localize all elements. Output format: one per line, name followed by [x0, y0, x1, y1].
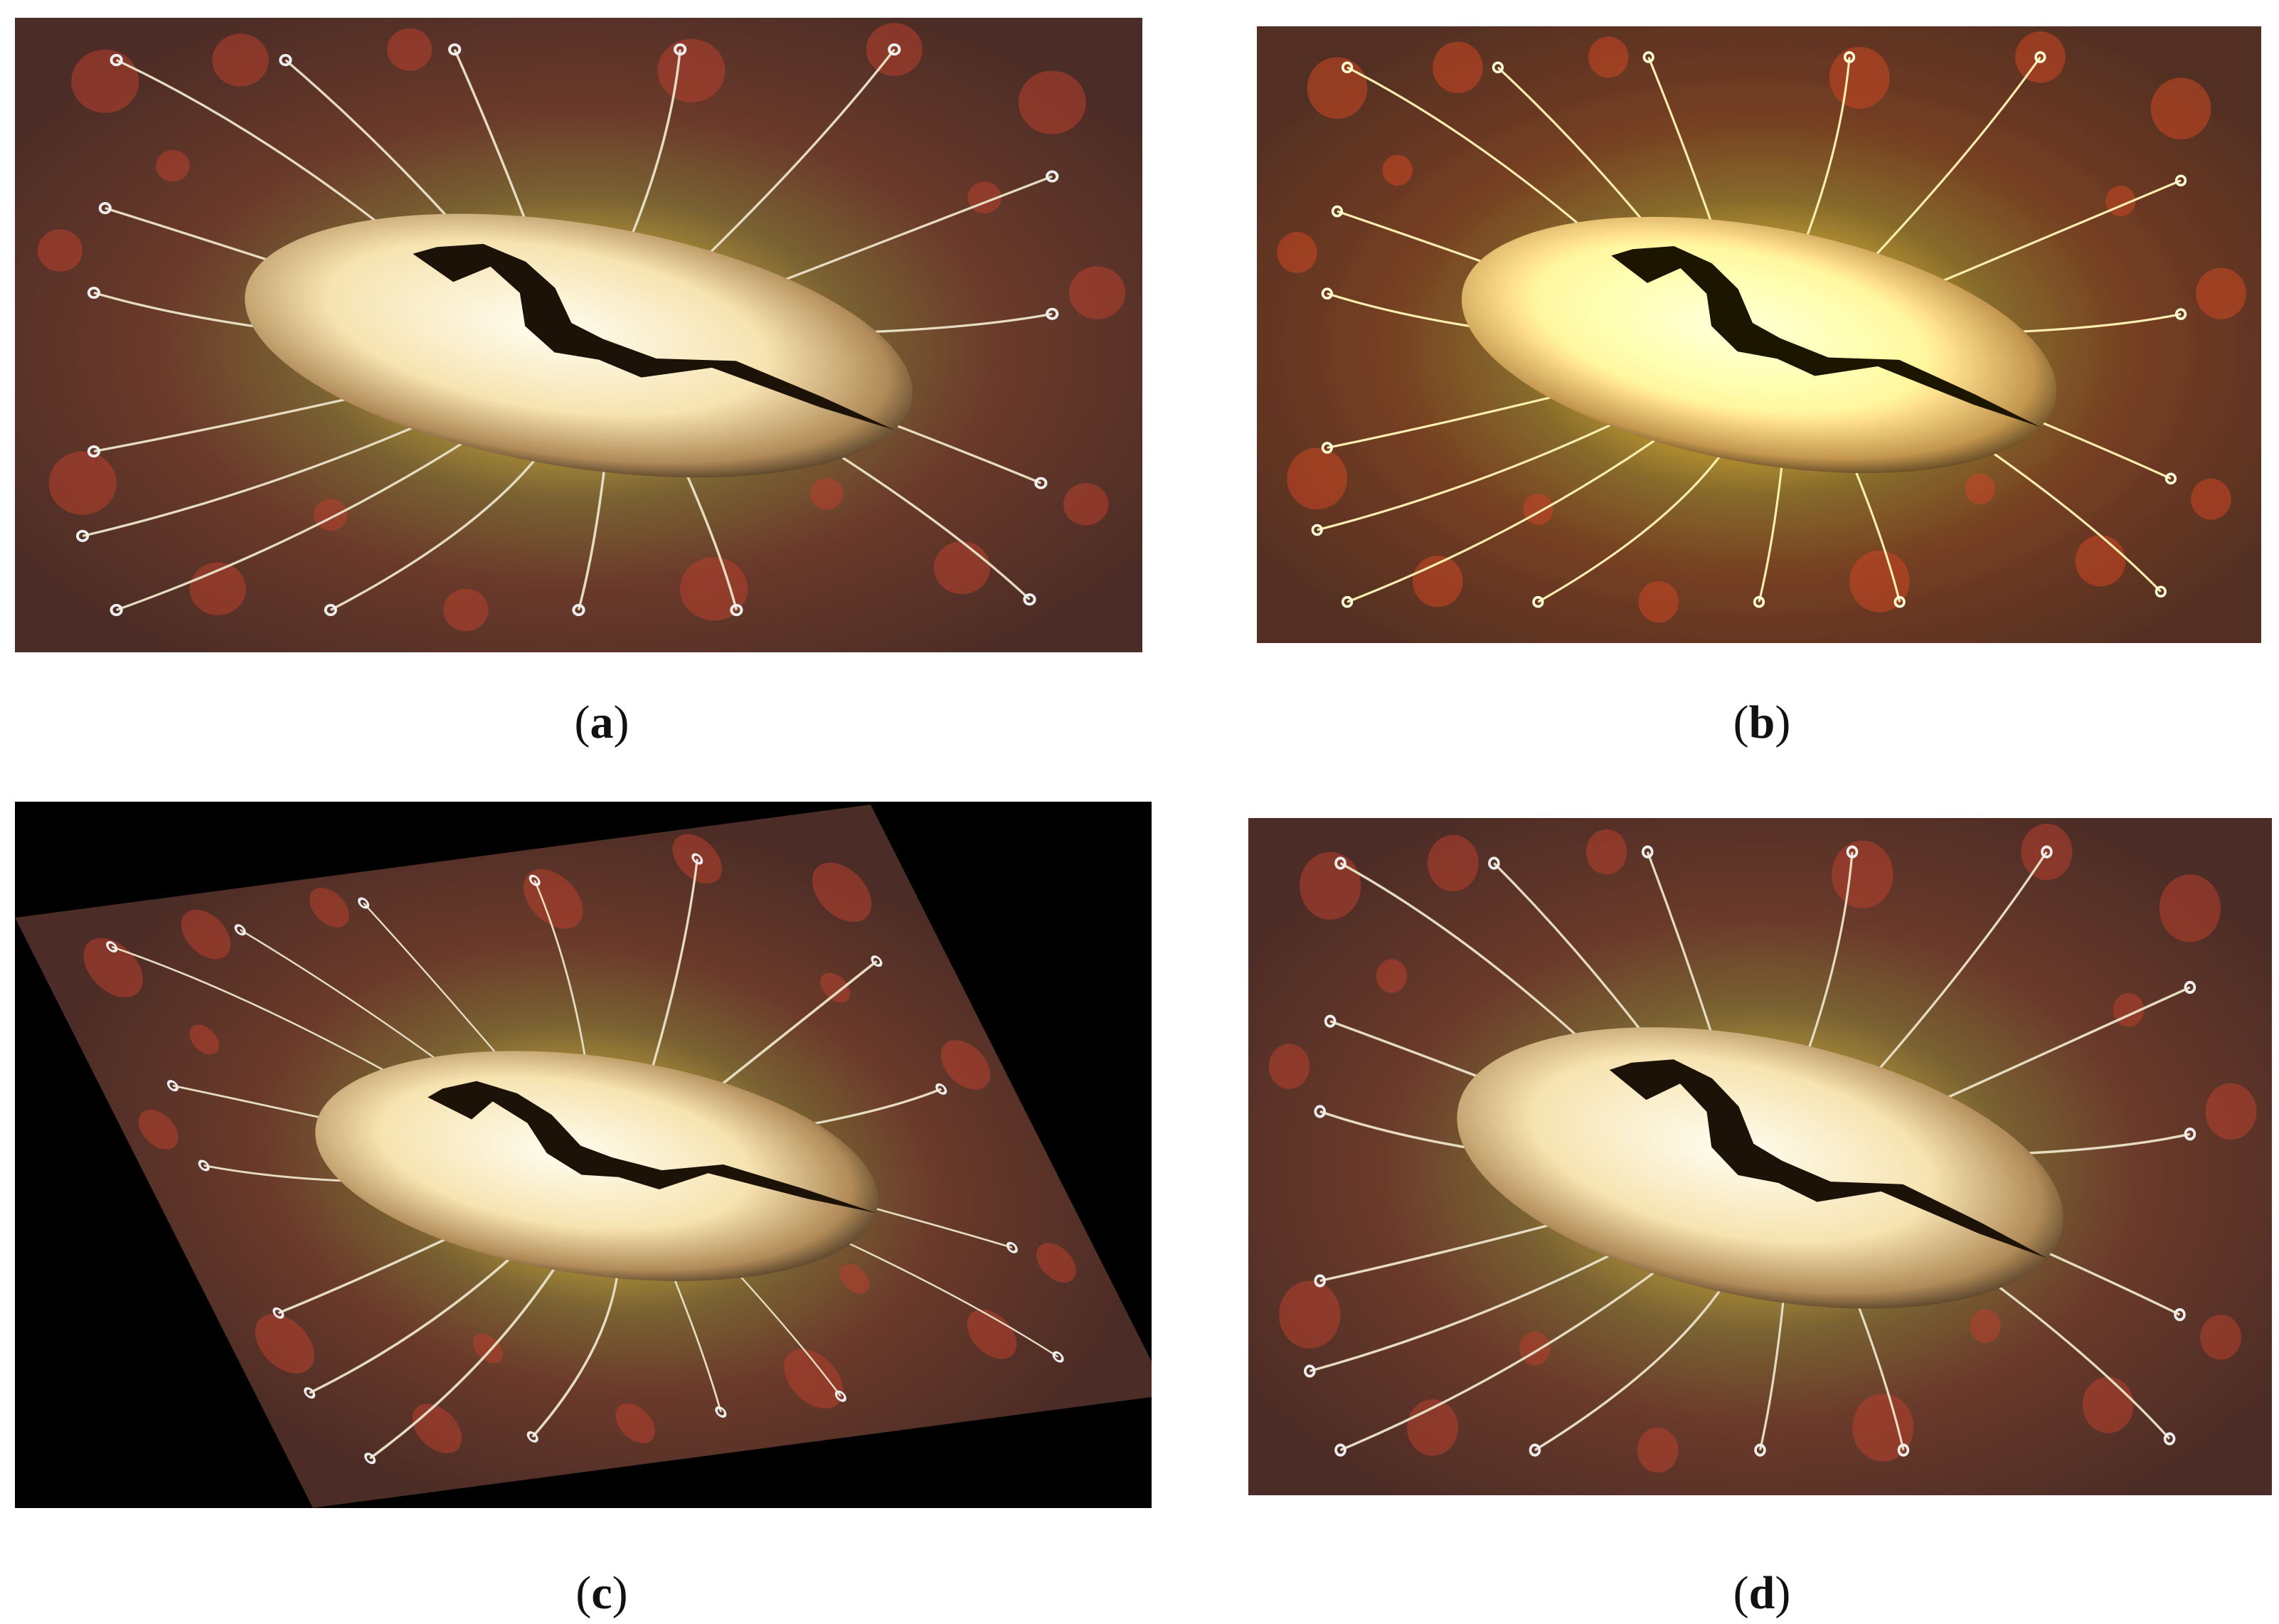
- image-a: [15, 18, 1142, 652]
- caption-part: ): [1775, 696, 1790, 748]
- caption-part: (: [1733, 1567, 1749, 1619]
- caption-part: ): [614, 696, 629, 748]
- caption-part: c: [591, 1567, 612, 1619]
- caption-part: (: [1733, 696, 1749, 748]
- caption-a: (a): [575, 696, 629, 748]
- caption-part: (: [575, 696, 590, 748]
- caption-part: d: [1749, 1567, 1775, 1619]
- image-c: [15, 802, 1152, 1508]
- caption-part: b: [1749, 696, 1775, 748]
- caption-c: (c): [575, 1567, 627, 1619]
- caption-part: (: [575, 1567, 591, 1619]
- caption-part: ): [612, 1567, 628, 1619]
- caption-part: a: [590, 696, 614, 748]
- image-b: [1257, 26, 2261, 643]
- caption-b: (b): [1733, 696, 1791, 748]
- caption-d: (d): [1733, 1567, 1791, 1619]
- image-d: [1248, 818, 2272, 1495]
- caption-part: ): [1775, 1567, 1790, 1619]
